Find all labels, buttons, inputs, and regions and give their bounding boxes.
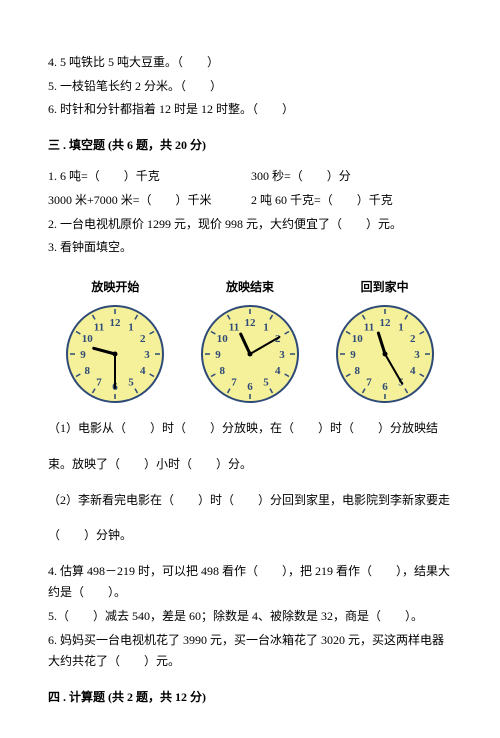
svg-text:3: 3 [414, 349, 420, 361]
svg-text:4: 4 [140, 365, 146, 377]
fill-q1-row1: 1. 6 吨=（ ）千克 300 秒=（ ）分 [48, 166, 452, 188]
fill-q6: 6. 妈妈买一台电视机花了 3990 元，买一台冰箱花了 3020 元，买这两样… [48, 630, 452, 673]
svg-text:9: 9 [215, 349, 221, 361]
svg-text:4: 4 [275, 365, 281, 377]
clock-3-title: 回到家中 [361, 277, 409, 299]
clock-1-svg: 123456789101112 [65, 304, 165, 404]
svg-text:2: 2 [140, 333, 146, 345]
fill-q1-row2: 3000 米+7000 米=（ ）千米 2 吨 60 千克=（ ）千克 [48, 190, 452, 212]
svg-text:6: 6 [382, 381, 388, 393]
svg-text:9: 9 [350, 349, 356, 361]
fill-q5: 5.（ ）减去 540，差是 60；除数是 4、被除数是 32，商是（ ）。 [48, 606, 452, 628]
svg-text:1: 1 [398, 322, 404, 334]
question-4: 4. 5 吨铁比 5 吨大豆重。（ ） [48, 52, 452, 74]
svg-text:12: 12 [110, 317, 122, 329]
clock-3: 回到家中 123456789101112 [335, 277, 435, 405]
svg-text:4: 4 [410, 365, 416, 377]
fill-q1d: 2 吨 60 千克=（ ）千克 [251, 193, 393, 207]
clock-3-svg: 123456789101112 [335, 304, 435, 404]
svg-text:10: 10 [82, 333, 94, 345]
question-6: 6. 时针和分针都指着 12 时是 12 时整。（ ） [48, 99, 452, 121]
fill-q3-sub1: （1）电影从（ ）时（ ）分放映，在（ ）时（ ）分放映结 [48, 418, 452, 440]
svg-text:5: 5 [129, 377, 135, 389]
svg-text:7: 7 [231, 377, 237, 389]
fill-q3-sub1b: 束。放映了（ ）小时（ ）分。 [48, 454, 452, 476]
fill-q1c: 3000 米+7000 米=（ ）千米 [48, 190, 248, 212]
fill-q2: 2. 一台电视机原价 1299 元，现价 998 元，大约便宜了（ ）元。 [48, 214, 452, 236]
svg-text:7: 7 [97, 377, 103, 389]
svg-text:11: 11 [94, 322, 104, 334]
svg-text:1: 1 [129, 322, 135, 334]
fill-q4: 4. 估算 498－219 时，可以把 498 看作（ ），把 219 看作（ … [48, 561, 452, 604]
svg-text:11: 11 [363, 322, 373, 334]
svg-text:9: 9 [81, 349, 87, 361]
svg-text:7: 7 [366, 377, 372, 389]
svg-text:8: 8 [354, 365, 360, 377]
svg-text:11: 11 [229, 322, 239, 334]
clock-2: 放映结束 123456789101112 [200, 277, 300, 405]
fill-q3: 3. 看钟面填空。 [48, 237, 452, 259]
clock-1: 放映开始 123456789101112 [65, 277, 165, 405]
fill-q3-sub2b: （ ）分钟。 [48, 525, 452, 547]
clock-2-svg: 123456789101112 [200, 304, 300, 404]
svg-text:10: 10 [351, 333, 363, 345]
section-3-header: 三 . 填空题 (共 6 题，共 20 分) [48, 135, 452, 157]
svg-text:8: 8 [85, 365, 91, 377]
svg-text:8: 8 [220, 365, 226, 377]
svg-text:3: 3 [145, 349, 151, 361]
svg-text:12: 12 [244, 317, 256, 329]
clocks-row: 放映开始 123456789101112 放映结束 12345678910111… [48, 277, 452, 405]
svg-text:12: 12 [379, 317, 391, 329]
svg-text:2: 2 [410, 333, 416, 345]
fill-q1a: 1. 6 吨=（ ）千克 [48, 166, 248, 188]
svg-text:10: 10 [217, 333, 229, 345]
svg-text:6: 6 [247, 381, 253, 393]
clock-1-title: 放映开始 [91, 277, 139, 299]
svg-text:3: 3 [279, 349, 285, 361]
question-5: 5. 一枝铅笔长约 2 分米。（ ） [48, 76, 452, 98]
top-questions: 4. 5 吨铁比 5 吨大豆重。（ ） 5. 一枝铅笔长约 2 分米。（ ） 6… [48, 52, 452, 121]
section-4-header: 四 . 计算题 (共 2 题，共 12 分) [48, 687, 452, 709]
clock-2-title: 放映结束 [226, 277, 274, 299]
svg-text:1: 1 [263, 322, 269, 334]
svg-text:5: 5 [263, 377, 269, 389]
fill-q3-sub2: （2）李新看完电影在（ ）时（ ）分回到家里，电影院到李新家要走 [48, 490, 452, 512]
fill-q1b: 300 秒=（ ）分 [251, 169, 351, 183]
